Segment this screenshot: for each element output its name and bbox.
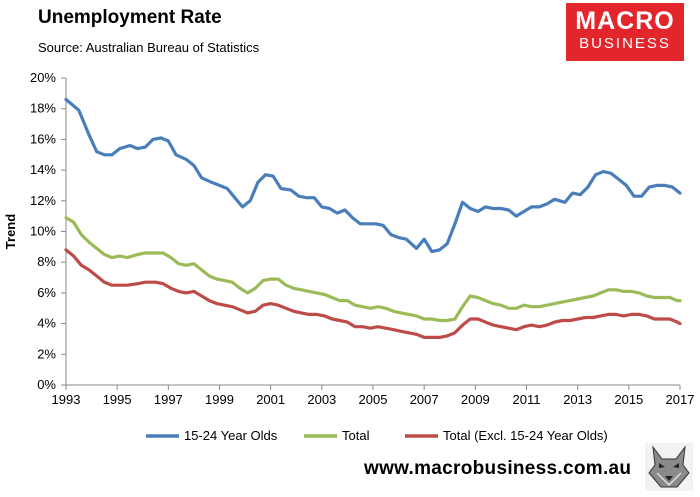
x-tick-label: 1995 <box>103 392 132 407</box>
x-tick-label: 2007 <box>410 392 439 407</box>
macrobusiness-logo[interactable]: MACRO BUSINESS <box>566 3 684 61</box>
y-tick-label: 0% <box>37 377 56 392</box>
series-line-youth <box>64 97 682 254</box>
x-tick-label: 2017 <box>666 392 695 407</box>
y-tick-label: 20% <box>30 70 56 85</box>
x-tick-label: 2009 <box>461 392 490 407</box>
x-tick-label: 1993 <box>52 392 81 407</box>
y-tick-label: 14% <box>30 162 56 177</box>
logo-line-1: MACRO <box>575 7 675 35</box>
wolf-icon <box>645 443 693 491</box>
chart-series <box>64 97 682 339</box>
logo-line-2: BUSINESS <box>579 35 671 52</box>
x-tick-label: 2013 <box>563 392 592 407</box>
chart-title: Unemployment Rate <box>38 7 222 28</box>
y-tick-label: 6% <box>37 285 56 300</box>
chart-axes: 0% 2% 4% 6% 8% 10% 12% 14% 16% 18% 20% 1993 1995 1997… <box>3 70 694 407</box>
y-tick-label: 16% <box>30 131 56 146</box>
legend-item-youth-label: 15-24 Year Olds <box>184 428 278 443</box>
x-tick-label: 2011 <box>513 392 541 407</box>
y-tick-label: 18% <box>30 101 56 116</box>
series-line-excl-youth <box>64 248 682 339</box>
y-tick-label: 2% <box>37 346 56 361</box>
x-tick-label: 2003 <box>307 392 336 407</box>
x-tick-label: 2001 <box>256 392 285 407</box>
chart-legend: 15-24 Year Olds Total Total (Excl. 15-24 Y… <box>146 428 608 443</box>
y-tick-label: 8% <box>37 254 56 269</box>
series-line-total <box>64 216 682 323</box>
y-tick-label: 4% <box>37 316 56 331</box>
y-tick-label: 12% <box>30 193 56 208</box>
x-tick-label: 1997 <box>154 392 183 407</box>
x-tick-label: 2005 <box>359 392 388 407</box>
chart-source: Source: Australian Bureau of Statistics <box>38 40 260 55</box>
y-tick-label: 10% <box>30 224 56 239</box>
legend-item-total-label: Total <box>342 428 370 443</box>
x-tick-label: 2015 <box>614 392 643 407</box>
footer-url[interactable]: www.macrobusiness.com.au <box>364 458 632 479</box>
x-tick-label: 1999 <box>205 392 234 407</box>
legend-item-excl-youth-label: Total (Excl. 15-24 Year Olds) <box>443 428 608 443</box>
y-axis-title: Trend <box>3 214 18 249</box>
